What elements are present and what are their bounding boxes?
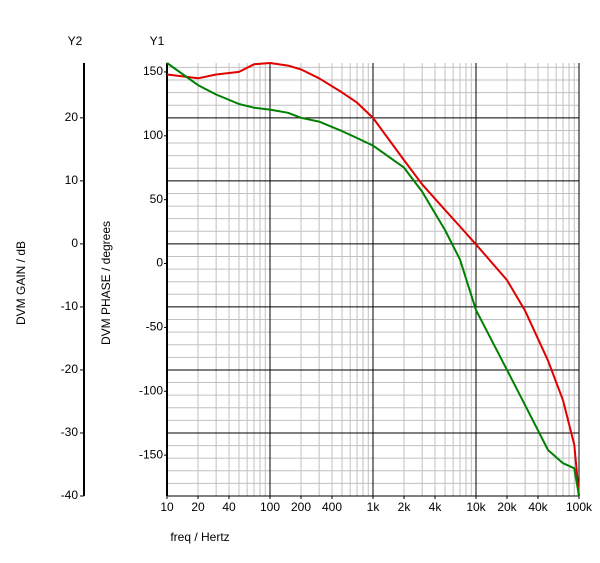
x-tick-label: 20 <box>191 500 205 514</box>
x-tick-label: 40k <box>528 500 548 514</box>
y-axis-label: DVM PHASE / degrees <box>99 221 113 345</box>
y2-tick-label: -40 <box>61 488 79 502</box>
x-tick-label: 2k <box>398 500 412 514</box>
y-tick-label: 150 <box>143 64 163 78</box>
y-tick-label: 100 <box>143 128 163 142</box>
x-tick-label: 100 <box>260 500 280 514</box>
y2-axis-label: DVM GAIN / dB <box>14 241 28 325</box>
y2-tick-label: -10 <box>61 299 79 313</box>
y2-axis-name: Y2 <box>68 34 83 48</box>
x-tick-label: 1k <box>367 500 381 514</box>
x-tick-label: 40 <box>222 500 236 514</box>
y-tick-label: -150 <box>139 447 163 461</box>
y-tick-label: -100 <box>139 383 163 397</box>
x-axis-label: freq / Hertz <box>170 530 229 544</box>
x-tick-label: 20k <box>497 500 517 514</box>
series-line <box>166 62 580 497</box>
x-tick-label: 200 <box>291 500 311 514</box>
y2-tick-label: -20 <box>61 362 79 376</box>
y-axis-name: Y1 <box>150 34 165 48</box>
x-tick-label: 10k <box>466 500 486 514</box>
y2-tick-label: 20 <box>65 110 79 124</box>
y-tick-label: 50 <box>150 192 164 206</box>
y-tick-label: -50 <box>146 320 164 334</box>
series-line <box>166 62 580 497</box>
x-tick-label: 4k <box>429 500 443 514</box>
y-tick-label: 0 <box>156 256 163 270</box>
x-tick-label: 100k <box>566 500 593 514</box>
y2-tick-label: 10 <box>65 173 79 187</box>
x-tick-label: 400 <box>322 500 342 514</box>
x-tick-label: 10 <box>160 500 174 514</box>
y2-tick-label: 0 <box>71 236 78 250</box>
y2-tick-label: -30 <box>61 425 79 439</box>
